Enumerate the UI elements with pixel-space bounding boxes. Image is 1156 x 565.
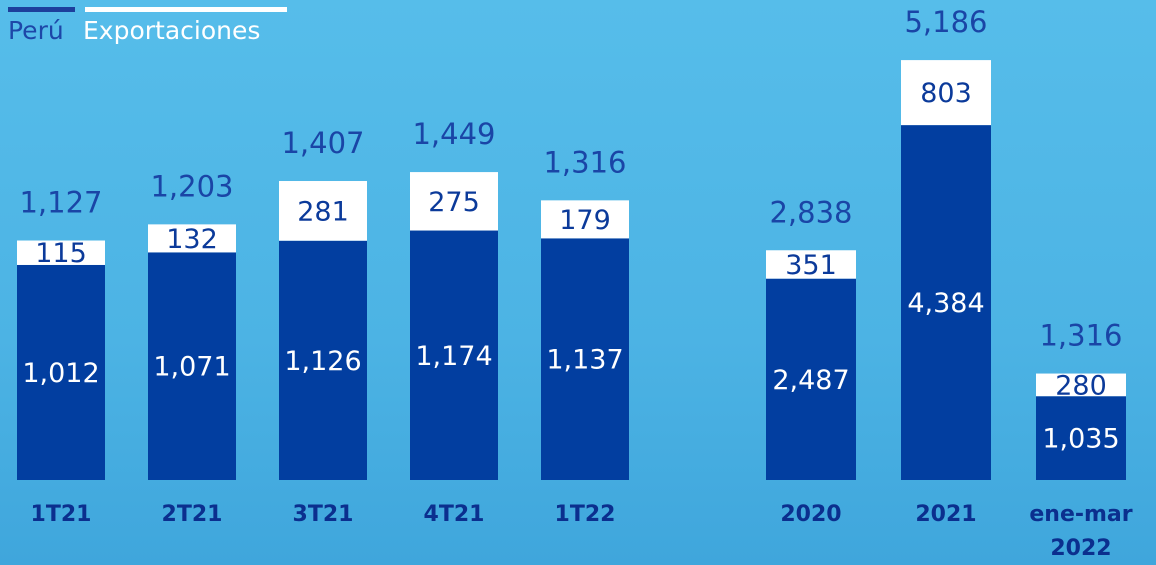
category-label: 2T21	[161, 502, 223, 527]
bar-segment	[148, 224, 236, 253]
value-label: 4,384	[907, 288, 984, 319]
value-label: 275	[428, 187, 480, 218]
total-label: 1,316	[1039, 319, 1122, 353]
value-label: 1,137	[546, 345, 623, 376]
category-label: 2021	[915, 502, 977, 527]
total-label: 1,407	[281, 126, 364, 160]
bar-segment	[1036, 373, 1126, 397]
category-label: 4T21	[423, 502, 485, 527]
bar-segment	[279, 181, 367, 241]
bar-segment	[17, 240, 105, 265]
value-label: 1,174	[415, 341, 492, 372]
bar-segment	[901, 125, 991, 480]
bar-segment	[766, 250, 856, 279]
brand-bar	[8, 7, 75, 12]
bar-segment	[410, 230, 498, 480]
value-label: 281	[297, 196, 349, 227]
value-label: 803	[920, 78, 972, 109]
title-bar	[85, 7, 287, 12]
value-label: 179	[559, 205, 611, 236]
value-label: 1,035	[1042, 424, 1119, 455]
title: Exportaciones	[83, 16, 260, 45]
total-label: 1,203	[150, 169, 233, 203]
total-label: 1,127	[19, 186, 102, 220]
bar-segment	[541, 238, 629, 480]
bar-segment	[410, 172, 498, 231]
category-label: 1T21	[30, 502, 92, 527]
value-label: 1,126	[284, 346, 361, 377]
value-label: 2,487	[772, 365, 849, 396]
category-label: 1T22	[554, 502, 616, 527]
brand: Perú	[8, 16, 64, 45]
total-label: 1,316	[543, 145, 626, 179]
value-label: 280	[1055, 370, 1107, 401]
value-label: 351	[785, 250, 837, 281]
bar-segment	[541, 200, 629, 239]
bar-segment	[766, 278, 856, 480]
value-label: 132	[166, 224, 218, 255]
category-label: ene-mar 2022	[1029, 502, 1133, 561]
total-label: 2,838	[769, 195, 852, 229]
value-label: 1,071	[153, 352, 230, 383]
bar-segment	[279, 240, 367, 480]
bar-segment	[901, 60, 991, 126]
bar-segment	[17, 264, 105, 480]
total-label: 5,186	[904, 5, 987, 39]
total-label: 1,449	[412, 117, 495, 151]
category-label: 3T21	[292, 502, 354, 527]
category-label: 2020	[780, 502, 842, 527]
value-label: 1,012	[22, 358, 99, 389]
bar-segment	[148, 252, 236, 480]
bar-segment	[1036, 396, 1126, 480]
value-label: 115	[35, 238, 87, 269]
